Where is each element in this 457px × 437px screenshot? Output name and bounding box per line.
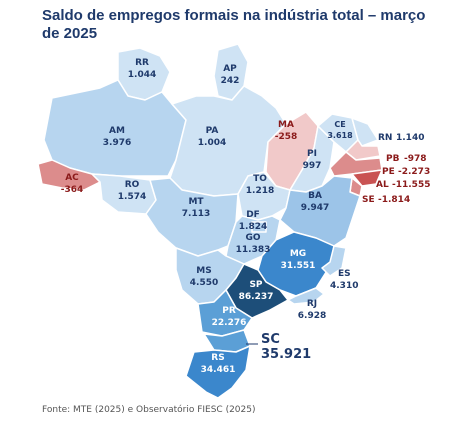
- state-rn[interactable]: [351, 117, 379, 147]
- label-ap-value: 242: [221, 76, 240, 86]
- state-rs[interactable]: [185, 345, 251, 399]
- label-rr-value: 1.044: [128, 70, 156, 80]
- state-ba[interactable]: [279, 175, 361, 247]
- state-al[interactable]: [351, 169, 383, 187]
- label-sc-uf: SC: [261, 332, 280, 347]
- label-se-uf: SE: [362, 195, 375, 205]
- label-pe-value: -2.273: [398, 167, 430, 177]
- label-df-uf: DF: [246, 210, 260, 220]
- label-pa-value: 1.004: [198, 138, 226, 148]
- label-sc-value: 35.921: [261, 347, 311, 362]
- label-sp-uf: SP: [249, 280, 262, 290]
- label-ro-uf: RO: [125, 180, 140, 190]
- label-ce-uf: CE: [334, 120, 345, 129]
- label-am-uf: AM: [109, 126, 125, 136]
- state-df[interactable]: [251, 221, 267, 233]
- label-ba-value: 9.947: [301, 203, 329, 213]
- label-pi-value: 997: [303, 161, 322, 171]
- state-pa[interactable]: [169, 85, 287, 197]
- label-am-value: 3.976: [103, 138, 131, 148]
- label-al-value: -11.555: [392, 180, 430, 190]
- label-pa-uf: PA: [206, 126, 219, 136]
- label-pb-value: -978: [404, 154, 427, 164]
- label-rj-value: 6.928: [298, 311, 326, 321]
- label-ma-uf: MA: [278, 120, 294, 130]
- label-ap-uf: AP: [223, 64, 237, 74]
- label-pb-uf: PB: [386, 154, 400, 164]
- label-to-value: 1.218: [246, 186, 274, 196]
- label-rn-uf: RN: [378, 133, 392, 143]
- label-ma-value: -258: [275, 132, 298, 142]
- state-rj[interactable]: [287, 287, 325, 305]
- label-pe-uf: PE: [382, 167, 395, 177]
- label-mt-uf: MT: [188, 197, 204, 207]
- label-rj-uf: RJ: [307, 299, 317, 309]
- state-pr[interactable]: [197, 289, 253, 337]
- label-pr-value: 22.276: [212, 318, 247, 328]
- label-ac-uf: AC: [65, 173, 79, 183]
- label-ba-uf: BA: [308, 191, 322, 201]
- label-sp-value: 86.237: [239, 292, 274, 302]
- label-ms-uf: MS: [196, 266, 211, 276]
- label-pr-uf: PR: [222, 306, 236, 316]
- label-al-uf: AL: [376, 180, 389, 190]
- map-title: Saldo de empregos formais na indústria t…: [42, 7, 426, 42]
- label-go-value: 11.383: [236, 245, 271, 255]
- label-pi-uf: PI: [307, 149, 317, 159]
- label-ms-value: 4.550: [190, 278, 218, 288]
- label-rn-value: 1.140: [396, 133, 424, 143]
- label-rs-value: 34.461: [201, 365, 236, 375]
- label-es-value: 4.310: [330, 281, 358, 291]
- label-se-value: -1.814: [378, 195, 410, 205]
- label-mt-value: 7.113: [182, 209, 210, 219]
- label-go-uf: GO: [245, 233, 260, 243]
- label-mg-uf: MG: [290, 249, 306, 259]
- source-note: Fonte: MTE (2025) e Observatório FIESC (…: [42, 405, 256, 415]
- label-ac-value: -364: [61, 185, 84, 195]
- label-mg-value: 31.551: [281, 261, 316, 271]
- label-ce-value: 3.618: [327, 131, 353, 140]
- state-mt[interactable]: [145, 177, 239, 257]
- label-rr-uf: RR: [135, 58, 149, 68]
- label-df-value: 1.824: [239, 222, 267, 232]
- label-ro-value: 1.574: [118, 192, 146, 202]
- label-to-uf: TO: [253, 174, 267, 184]
- state-es[interactable]: [321, 245, 347, 277]
- label-es-uf: ES: [338, 269, 351, 279]
- label-rs-uf: RS: [211, 353, 224, 363]
